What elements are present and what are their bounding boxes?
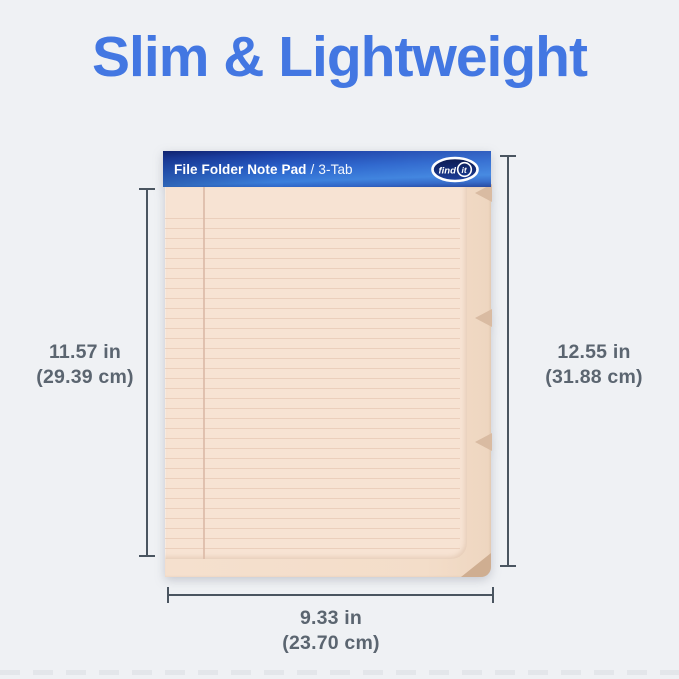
dimension-right-inches: 12.55 in: [557, 341, 631, 363]
brand-logo: find it: [430, 156, 480, 183]
dimension-label-right: 12.55 in (31.88 cm): [518, 340, 670, 390]
dimension-left-cm: (29.39 cm): [36, 366, 134, 388]
pad-header-title: File Folder Note Pad/3-Tab: [174, 162, 353, 177]
pad-header-bar: File Folder Note Pad/3-Tab find it: [163, 151, 491, 187]
page-title: Slim & Lightweight: [92, 25, 588, 89]
measure-cap: [492, 587, 494, 603]
page-curl: [461, 553, 491, 577]
measure-line-bottom-width: [167, 587, 494, 603]
brand-word-it: it: [462, 165, 468, 175]
tab-notch: [475, 433, 492, 451]
measure-cap: [139, 188, 155, 190]
ruled-front-page: [165, 187, 467, 559]
measure-line-left-height: [139, 188, 155, 557]
pad-name: File Folder Note Pad: [174, 161, 307, 177]
cropped-thumbnail-strip: [0, 670, 679, 675]
dimension-label-left: 11.57 in (29.39 cm): [10, 340, 160, 390]
margin-line: [203, 187, 205, 559]
note-pad-image: File Folder Note Pad/3-Tab find it: [163, 151, 492, 578]
dimension-bottom-inches: 9.33 in: [299, 607, 363, 629]
ruled-lines: [165, 209, 460, 554]
dimension-bottom-cm: (23.70 cm): [282, 632, 380, 654]
dimension-right-cm: (31.88 cm): [545, 366, 643, 388]
tab-notch: [475, 184, 492, 202]
pad-name-separator: /: [310, 161, 315, 177]
dimension-left-inches: 11.57 in: [48, 341, 122, 363]
dimension-label-bottom: 9.33 in (23.70 cm): [246, 606, 416, 656]
measure-cap: [500, 155, 516, 157]
tab-notch: [475, 309, 492, 327]
measure-line-right-height: [500, 155, 516, 567]
brand-word-find: find: [439, 165, 457, 176]
measure-cap: [500, 565, 516, 567]
findit-logo-icon: find it: [431, 156, 479, 182]
measure-cap: [139, 555, 155, 557]
pad-tab-count-label: 3-Tab: [318, 161, 353, 177]
measure-cap: [167, 587, 169, 603]
